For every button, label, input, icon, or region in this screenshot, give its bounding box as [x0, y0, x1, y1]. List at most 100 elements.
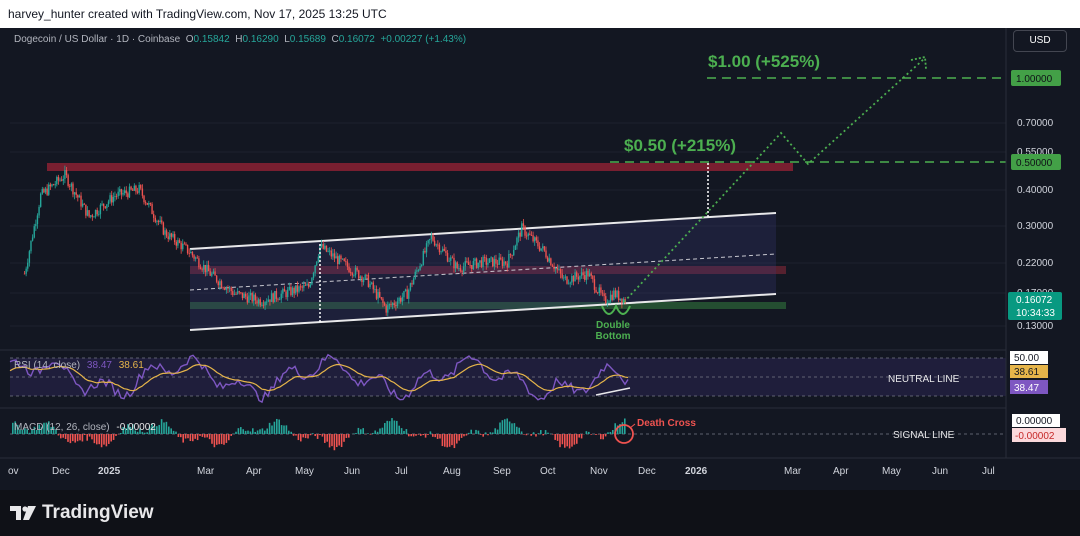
- death-cross-pointer: [629, 423, 636, 429]
- candle-body: [269, 299, 271, 302]
- macd-bar: [566, 434, 568, 447]
- time-axis[interactable]: ov Dec 2025 Mar Apr May Jun Jul Aug Sep …: [8, 466, 995, 477]
- macd-bar: [12, 422, 14, 434]
- candle-body: [416, 270, 418, 272]
- low-value: 0.15689: [289, 34, 326, 45]
- macd-bar: [136, 431, 139, 434]
- macd-bar: [312, 433, 314, 434]
- pattern-label-line1: Double: [596, 320, 630, 331]
- candle-body: [553, 266, 555, 270]
- macd-bar: [199, 434, 201, 436]
- candle-body: [238, 291, 240, 293]
- candle-body: [388, 304, 391, 306]
- macd-bar: [487, 434, 489, 436]
- macd-bar: [465, 434, 468, 436]
- candle-body: [278, 299, 281, 301]
- candle-body: [556, 267, 559, 270]
- candle-body: [595, 289, 597, 293]
- currency-button[interactable]: USD: [1013, 30, 1067, 52]
- time-label: Mar: [197, 466, 215, 477]
- candle-body: [257, 299, 260, 304]
- macd-bar: [381, 427, 384, 434]
- macd-bar: [103, 434, 105, 445]
- candle-body: [422, 250, 425, 265]
- macd-bar: [276, 418, 278, 434]
- macd-bar: [453, 434, 456, 449]
- candle-body: [364, 274, 366, 280]
- macd-bar: [81, 434, 84, 442]
- candle-body: [199, 267, 202, 269]
- candle-body: [41, 189, 43, 194]
- macd-bar: [297, 434, 300, 441]
- macd-bar: [513, 423, 516, 434]
- rsi-ma-badge: [1010, 365, 1048, 378]
- candle-body: [567, 283, 570, 285]
- candle-body: [543, 246, 546, 251]
- candle-body: [280, 293, 282, 300]
- candle-body: [69, 185, 71, 187]
- candle-body: [173, 234, 176, 243]
- candle-body: [109, 195, 111, 202]
- candle-body: [611, 294, 613, 300]
- macd-bar: [283, 425, 285, 434]
- candle-body: [358, 270, 360, 279]
- candle-body: [77, 194, 79, 198]
- macd-bar: [379, 428, 381, 434]
- candle-body: [475, 258, 478, 268]
- candle-body: [375, 288, 378, 299]
- macd-bar: [16, 424, 19, 434]
- candle-body: [146, 202, 148, 205]
- candle-body: [348, 266, 350, 273]
- candle-body: [409, 283, 412, 290]
- candle-body: [59, 179, 61, 181]
- candle-body: [274, 291, 276, 303]
- candle-body: [451, 257, 454, 259]
- candle-body: [30, 240, 32, 252]
- macd-bar: [26, 429, 28, 434]
- macd-bar: [254, 431, 256, 434]
- macd-bar: [489, 432, 492, 434]
- candle-body: [441, 248, 444, 252]
- candle-body: [580, 272, 583, 276]
- candle-body: [446, 252, 449, 262]
- candle-body: [459, 268, 462, 271]
- macd-bar: [537, 433, 540, 434]
- macd-bar: [273, 421, 276, 434]
- candle-body: [609, 294, 612, 302]
- candle-body: [351, 272, 353, 276]
- candle-body: [177, 240, 179, 246]
- chart-area[interactable]: [0, 28, 1080, 490]
- candle-body: [130, 186, 132, 190]
- macd-bar: [120, 432, 122, 434]
- candle-body: [75, 192, 77, 195]
- macd-bar: [568, 434, 571, 449]
- macd-bar: [470, 429, 472, 434]
- macd-label: MACD (12, 26, close) -0.00002: [14, 422, 156, 433]
- candle-body: [132, 189, 134, 191]
- channel-upper-line: [189, 212, 777, 250]
- macd-bar: [72, 434, 74, 442]
- candle-body: [262, 304, 265, 306]
- symbol-legend: Dogecoin / US Dollar · 1D · Coinbase O0.…: [14, 34, 466, 45]
- macd-bar: [84, 434, 86, 435]
- candle-body: [25, 268, 27, 274]
- candle-body: [206, 264, 208, 273]
- candle-body: [425, 243, 428, 253]
- macd-bar: [175, 431, 177, 434]
- price-chart-svg[interactable]: Double Bottom $1.00 (+525%) $0.50 (+215%…: [0, 0, 1080, 490]
- candle-body: [521, 223, 523, 237]
- candle-body: [261, 304, 263, 306]
- macd-bar: [396, 420, 398, 434]
- macd-bar: [612, 430, 614, 434]
- candle-body: [480, 260, 483, 268]
- tradingview-logo[interactable]: TradingView: [10, 502, 154, 524]
- candle-body: [462, 266, 465, 272]
- candle-body: [456, 262, 458, 269]
- macd-bar: [621, 422, 624, 434]
- candle-body: [117, 191, 119, 197]
- candle-body: [340, 255, 342, 259]
- macd-bar: [129, 426, 132, 434]
- macd-bar: [40, 426, 43, 434]
- attribution-bar: harvey_hunter created with TradingView.c…: [0, 0, 1080, 28]
- macd-bar: [348, 434, 350, 438]
